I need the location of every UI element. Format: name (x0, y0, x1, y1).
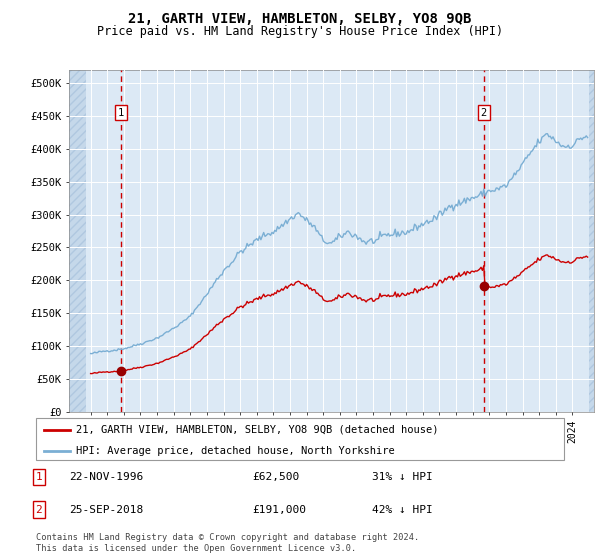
Text: 1: 1 (35, 472, 43, 482)
Bar (69, 70, 86, 412)
Text: 22-NOV-1996: 22-NOV-1996 (69, 472, 143, 482)
Text: 21, GARTH VIEW, HAMBLETON, SELBY, YO8 9QB (detached house): 21, GARTH VIEW, HAMBLETON, SELBY, YO8 9Q… (76, 424, 438, 435)
Text: £62,500: £62,500 (252, 472, 299, 482)
Text: Contains HM Land Registry data © Crown copyright and database right 2024.
This d: Contains HM Land Registry data © Crown c… (36, 533, 419, 553)
Text: 31% ↓ HPI: 31% ↓ HPI (372, 472, 433, 482)
Text: 25-SEP-2018: 25-SEP-2018 (69, 505, 143, 515)
Text: 42% ↓ HPI: 42% ↓ HPI (372, 505, 433, 515)
Text: 2: 2 (35, 505, 43, 515)
Text: 1: 1 (118, 108, 124, 118)
Text: 2: 2 (481, 108, 487, 118)
Text: Price paid vs. HM Land Registry's House Price Index (HPI): Price paid vs. HM Land Registry's House … (97, 25, 503, 38)
Text: £191,000: £191,000 (252, 505, 306, 515)
Text: HPI: Average price, detached house, North Yorkshire: HPI: Average price, detached house, Nort… (76, 446, 394, 456)
Text: 21, GARTH VIEW, HAMBLETON, SELBY, YO8 9QB: 21, GARTH VIEW, HAMBLETON, SELBY, YO8 9Q… (128, 12, 472, 26)
Bar (589, 70, 596, 412)
